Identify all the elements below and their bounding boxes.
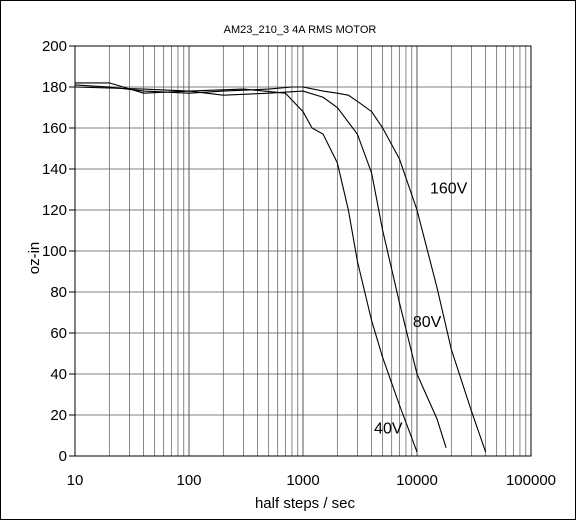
labels-group: 0 20 40 60 80 100 120 140 160 180 200 10 100 1000 1000… xyxy=(42,38,556,489)
series-group xyxy=(74,82,487,453)
x-tick-label: 10000 xyxy=(396,472,438,489)
y-tick-label: 0 xyxy=(59,448,67,465)
grid xyxy=(69,45,531,457)
series-label-40v: 40V xyxy=(374,420,403,437)
series-line-40v xyxy=(75,82,418,453)
y-tick-label: 40 xyxy=(50,366,67,383)
x-axis-label: half steps / sec xyxy=(255,495,356,512)
series-line-160v xyxy=(74,84,487,453)
chart-title: AM23_210_3 4A RMS MOTOR xyxy=(224,24,377,36)
y-tick-label: 80 xyxy=(50,284,67,301)
y-tick-label: 120 xyxy=(42,202,67,219)
y-tick-label: 160 xyxy=(42,120,67,137)
x-tick-label: 100 xyxy=(176,472,201,489)
series-label-80v: 80V xyxy=(413,314,442,331)
x-tick-label: 100000 xyxy=(506,472,556,489)
y-tick-label: 100 xyxy=(42,243,67,260)
series-label-160v: 160V xyxy=(430,181,468,198)
y-tick-label: 180 xyxy=(42,79,67,96)
y-tick-label: 20 xyxy=(50,407,67,424)
series-line-80v xyxy=(74,86,447,448)
x-tick-label: 10 xyxy=(67,472,84,489)
plot-border xyxy=(74,45,532,457)
y-tick-label: 140 xyxy=(42,161,67,178)
y-axis-label: oz-in xyxy=(26,242,43,275)
y-tick-label: 60 xyxy=(50,325,67,342)
x-tick-label: 1000 xyxy=(286,472,319,489)
y-tick-label: 200 xyxy=(42,38,67,55)
